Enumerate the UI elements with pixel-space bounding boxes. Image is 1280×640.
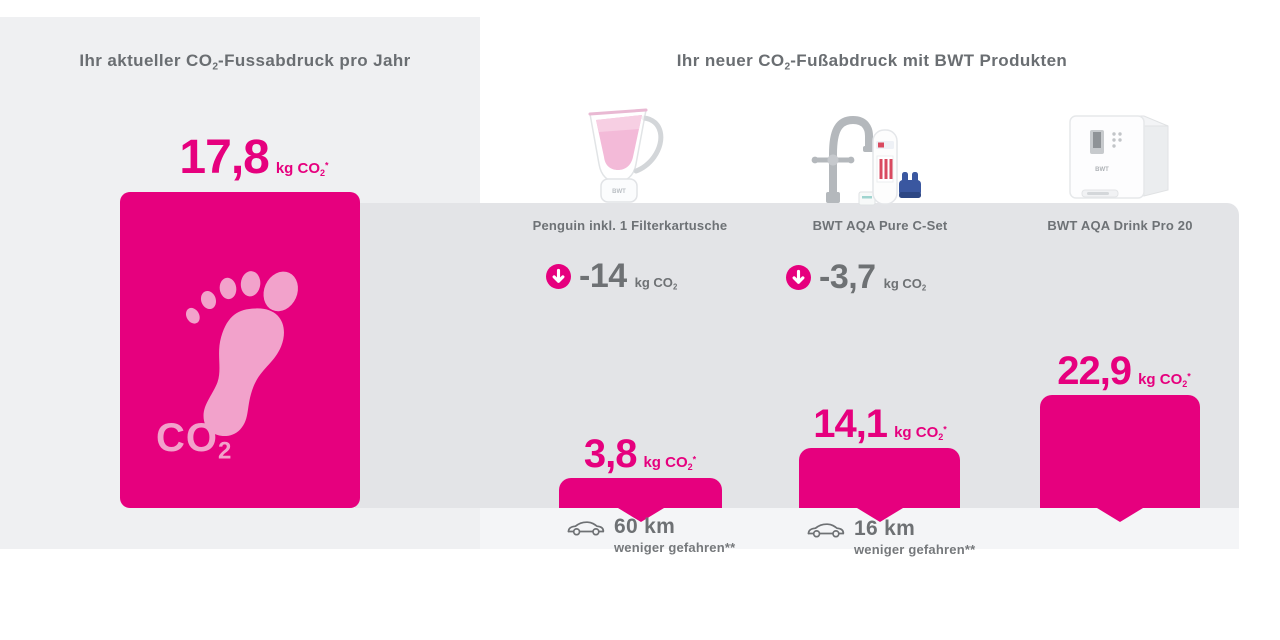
saving-value: -3,7 [819, 258, 876, 296]
result-value-unit: kg CO2* [1138, 371, 1191, 389]
product-name-aqa-pure: BWT AQA Pure C-Set [812, 218, 948, 233]
arrow-down-circle-icon [786, 264, 811, 290]
result-bar-aqa-pure [799, 448, 960, 508]
saving-value: -14 [579, 257, 627, 295]
arrow-down-circle-icon [546, 263, 571, 289]
right-panel-title: Ihr neuer CO2-Fußabdruck mit BWT Produkt… [676, 51, 1068, 73]
result-bar-penguin [559, 478, 722, 508]
current-value-unit: kg CO2* [275, 160, 329, 178]
km-equivalent-aqa-pure: 16 km weniger gefahren** [806, 517, 975, 557]
km-value: 16 km [854, 517, 916, 540]
km-note: weniger gefahren** [854, 542, 976, 557]
left-panel-title: Ihr aktueller CO2-Fussabdruck pro Jahr [79, 51, 411, 73]
product-image-penguin-pitcher: BWT [588, 108, 664, 203]
result-bar-drink-pro [1040, 395, 1200, 508]
co2-bar-label: CO2 [156, 416, 232, 465]
result-value-unit: kg CO2* [643, 454, 697, 472]
saving-unit: kg CO2 [634, 274, 678, 291]
km-equivalent-penguin: 60 km weniger gefahren** [566, 515, 735, 555]
km-note: weniger gefahren** [614, 540, 736, 555]
saving-badge-aqa-pure: -3,7 kg CO2 [786, 260, 926, 294]
result-value-penguin: 3,8 kg CO2* [583, 432, 697, 476]
svg-text:BWT: BWT [1095, 167, 1109, 173]
svg-text:BWT: BWT [612, 189, 626, 195]
product-image-aqa-pure-c-set [811, 115, 921, 206]
current-footprint-bar: CO2 [120, 192, 360, 508]
result-value-aqa-pure: 14,1 kg CO2* [813, 402, 947, 446]
current-value-number: 17,8 [179, 131, 269, 184]
saving-unit: kg CO2 [883, 275, 927, 292]
current-footprint-value: 17,8 kg CO2* [120, 134, 388, 182]
car-icon [807, 523, 845, 538]
km-value: 60 km [614, 515, 676, 538]
product-image-aqa-drink-pro-20: BWT [1069, 115, 1169, 199]
result-value-drink-pro: 22,9 kg CO2* [1057, 349, 1191, 393]
product-name-drink-pro: BWT AQA Drink Pro 20 [1047, 218, 1193, 233]
result-value-unit: kg CO2* [894, 424, 947, 442]
product-name-penguin: Penguin inkl. 1 Filterkartusche [532, 218, 728, 233]
footprint-icon [185, 271, 298, 437]
car-icon [567, 521, 605, 536]
saving-badge-penguin: -14 kg CO2 [546, 259, 677, 293]
